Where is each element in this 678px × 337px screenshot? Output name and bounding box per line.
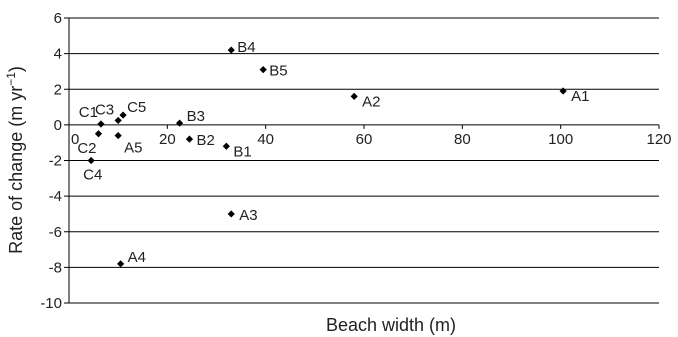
y-tick-label: -2	[49, 153, 62, 170]
point-A2	[350, 92, 358, 100]
y-tick-label: -4	[49, 188, 62, 205]
point-C3	[114, 116, 122, 125]
point-label-B1: B1	[233, 143, 251, 160]
point-label-A1: A1	[571, 88, 589, 105]
point-C5	[119, 111, 127, 119]
point-label-C4: C4	[83, 167, 102, 184]
point-label-C3: C3	[95, 101, 114, 118]
point-A3	[227, 210, 235, 218]
point-B5	[259, 66, 267, 74]
point-C2	[94, 130, 103, 138]
x-tick-label: 60	[356, 131, 373, 148]
y-tick-label: 6	[54, 10, 62, 27]
point-C1	[97, 120, 105, 128]
y-tick-label: 2	[54, 81, 62, 98]
y-tick-label: -6	[49, 224, 62, 241]
point-B4	[227, 46, 235, 54]
y-tick-label: 0	[54, 117, 62, 134]
axes	[64, 17, 660, 304]
point-B1	[222, 142, 230, 150]
point-A5	[114, 131, 122, 140]
point-B2	[185, 135, 194, 143]
y-axis-title-superscript: −1	[4, 72, 18, 86]
y-axis-title-main: Rate of change (m yr	[6, 86, 26, 254]
y-axis-title-close: )	[6, 66, 26, 72]
x-tick-label: 40	[257, 131, 274, 148]
x-tick-label: 100	[548, 131, 573, 148]
x-tick-labels: 0 20 40 60 80 100 120	[71, 131, 672, 148]
y-tick-label: -10	[40, 295, 62, 312]
point-label-B3: B3	[187, 108, 205, 125]
point-label-C2: C2	[77, 140, 96, 157]
point-A1	[559, 87, 567, 95]
y-axis-title: Rate of change (m yr−1)	[4, 66, 26, 254]
y-tick-label: -8	[49, 259, 62, 276]
point-C4	[87, 156, 95, 165]
point-label-B2: B2	[196, 132, 214, 149]
point-A4	[117, 260, 125, 268]
point-label-B4: B4	[237, 39, 255, 56]
point-label-A4: A4	[128, 249, 146, 266]
point-label-A5: A5	[124, 140, 142, 157]
point-label-C1: C1	[79, 104, 98, 121]
point-label-A3: A3	[239, 207, 257, 224]
x-axis-title: Beach width (m)	[326, 315, 456, 335]
x-tick-label: 0	[71, 131, 79, 148]
x-tick-label: 80	[454, 131, 471, 148]
grid-lines	[69, 17, 659, 304]
data-points	[87, 46, 567, 268]
point-B3	[176, 119, 184, 127]
point-label-C5: C5	[127, 99, 146, 116]
point-label-A2: A2	[362, 93, 380, 110]
x-tick-label: 20	[159, 131, 176, 148]
y-tick-labels: -10 -8 -6 -4 -2 0 2 4 6	[40, 10, 62, 312]
x-tick-label: 120	[646, 131, 671, 148]
point-labels: A1 A2 A3 A4 A5 B1 B2 B3 B4 B5 C1 C2 C3 C4 C5	[77, 39, 589, 266]
y-tick-label: 4	[54, 46, 62, 63]
point-label-B5: B5	[269, 63, 287, 80]
